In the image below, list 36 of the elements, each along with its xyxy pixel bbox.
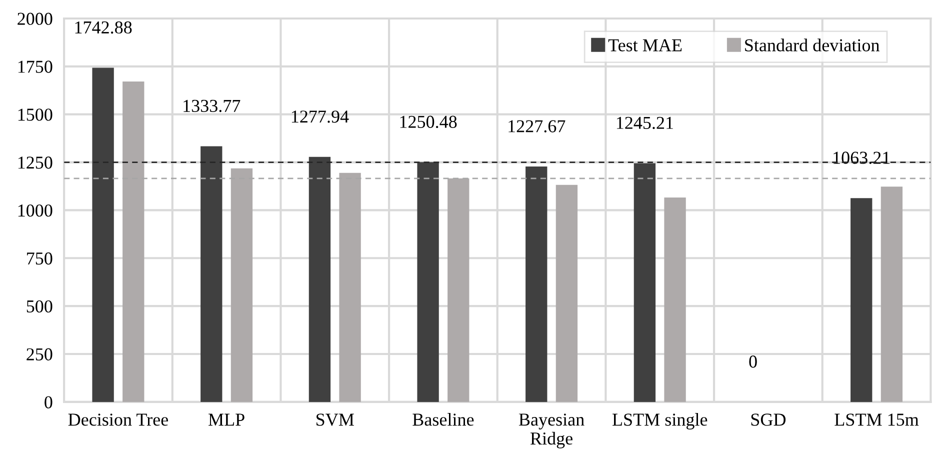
legend-label: Test MAE: [608, 39, 682, 52]
y-tick-label: 2000: [18, 12, 52, 25]
x-tick-label: SVM: [316, 414, 354, 426]
x-tick-label: Baseline: [412, 413, 474, 426]
bar: [880, 186, 903, 402]
y-tick-label: 250: [26, 348, 52, 360]
data-label: 1250.48: [400, 116, 457, 128]
bar: [556, 184, 578, 402]
x-tick-label: Bayesian Ridge: [518, 414, 584, 448]
y-tick-label: 1750: [18, 60, 52, 73]
y-tick-label: 750: [27, 252, 52, 265]
bar: [200, 146, 222, 402]
x-tick-label: Decision Tree: [68, 414, 168, 426]
bar: [308, 156, 331, 402]
x-tick-label: LSTM 15m: [834, 414, 919, 426]
bar: [526, 166, 548, 402]
bar: [417, 162, 439, 402]
y-tick-label: 1000: [18, 204, 52, 217]
x-tick-label: LSTM single: [612, 413, 708, 430]
bar: [664, 198, 686, 402]
legend-label: Standard deviation: [745, 38, 880, 52]
bar: [850, 198, 872, 402]
y-tick-label: 1500: [18, 108, 52, 121]
y-tick-label: 0: [44, 396, 52, 408]
data-label: 1227.67: [508, 120, 566, 132]
data-label: 1333.77: [184, 100, 240, 112]
bar: [634, 163, 656, 402]
y-tick-label: 1250: [18, 156, 52, 169]
bar: [92, 68, 114, 402]
data-label: 1245.21: [616, 116, 673, 130]
y-tick-label: 500: [26, 300, 52, 313]
data-label: 0: [749, 356, 757, 368]
x-tick-label: SGD: [751, 414, 786, 426]
data-label: 1742.88: [75, 21, 132, 34]
x-tick-label: MLP: [208, 414, 244, 426]
data-label: 1277.94: [292, 110, 349, 123]
